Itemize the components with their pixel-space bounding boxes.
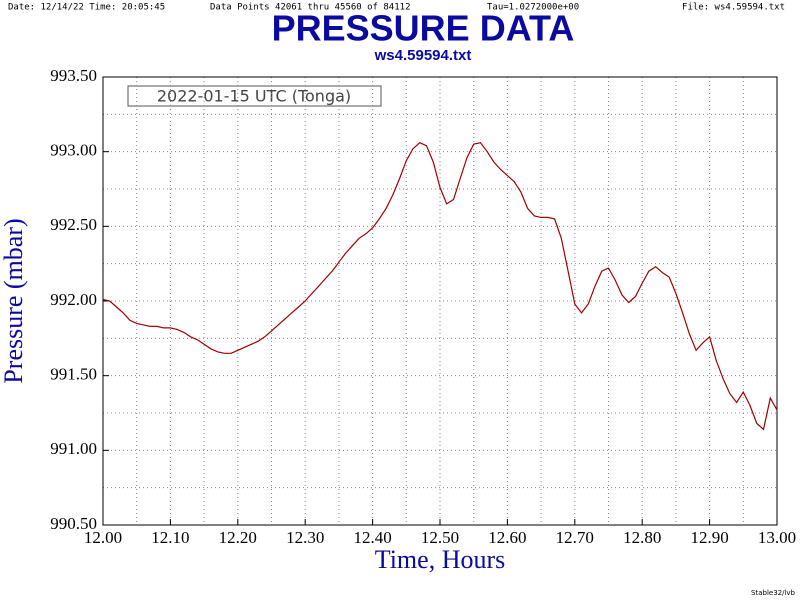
y-tick-label: 992.50 [50, 215, 97, 234]
chart-subtitle: ws4.59594.txt [374, 47, 472, 64]
x-axis-label: Time, Hours [375, 545, 506, 574]
x-tick-label: 12.80 [623, 528, 661, 547]
y-tick-label: 990.50 [50, 514, 97, 533]
annotation-box [127, 85, 382, 107]
y-tick-label: 993.00 [50, 141, 97, 160]
x-tick-label: 12.10 [151, 528, 189, 547]
header-points: Data Points 42061 thru 45560 of 84112 [210, 3, 410, 13]
header-tau: Tau=1.0272000e+00 [487, 3, 579, 13]
y-tick-label: 991.00 [50, 439, 97, 458]
x-tick-label: 12.00 [84, 528, 122, 547]
x-tick-label: 12.70 [556, 528, 594, 547]
y-axis-label: Pressure (mbar) [0, 218, 28, 383]
x-tick-label: 12.30 [286, 528, 324, 547]
y-tick-label: 991.50 [50, 365, 97, 384]
plot-frame [102, 76, 778, 526]
header-file: File: ws4.59594.txt [682, 3, 785, 13]
x-tick-label: 13.00 [758, 528, 796, 547]
x-tick-label: 12.50 [421, 528, 459, 547]
data-line [102, 141, 778, 431]
header-date: Date: 12/14/22 Time: 20:05:45 [8, 3, 165, 13]
footer: Stable32/lvb [751, 589, 796, 597]
x-tick-label: 12.60 [488, 528, 526, 547]
x-tick-label: 12.40 [353, 528, 391, 547]
y-tick-label: 992.00 [50, 290, 97, 309]
chart-title: PRESSURE DATA [272, 8, 575, 49]
x-tick-label: 12.20 [219, 528, 257, 547]
y-tick-label: 993.50 [50, 66, 97, 85]
x-tick-label: 12.90 [690, 528, 728, 547]
annotation: 2022-01-15 UTC (Tonga) [157, 87, 351, 106]
